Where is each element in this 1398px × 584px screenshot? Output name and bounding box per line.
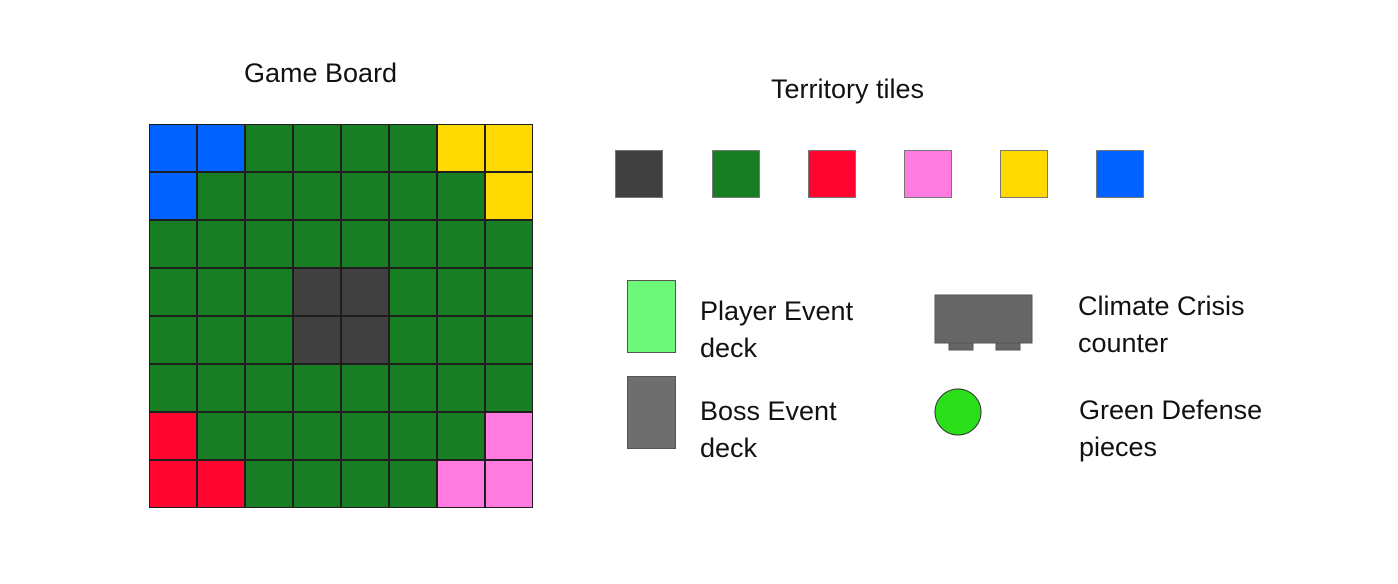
- board-cell-green: [245, 220, 293, 268]
- player-event-deck-label: Player Event deck: [700, 293, 853, 367]
- board-cell-blue: [197, 124, 245, 172]
- board-cell-green: [389, 172, 437, 220]
- board-cell-green: [437, 412, 485, 460]
- board-cell-green: [389, 316, 437, 364]
- defense-label-line2: pieces: [1079, 432, 1158, 462]
- board-cell-green: [485, 220, 533, 268]
- defense-label-line1: Green Defense: [1079, 395, 1263, 425]
- board-cell-green: [389, 124, 437, 172]
- board-cell-green: [293, 412, 341, 460]
- board-cell-green: [293, 124, 341, 172]
- board-cell-green: [293, 364, 341, 412]
- board-cell-green: [197, 220, 245, 268]
- board-cell-pink: [485, 412, 533, 460]
- board-cell-green: [197, 172, 245, 220]
- board-cell-green: [437, 172, 485, 220]
- board-cell-black: [341, 268, 389, 316]
- board-cell-blue: [149, 172, 197, 220]
- board-cell-green: [293, 172, 341, 220]
- territory-tile-yellow: [1000, 150, 1048, 198]
- board-cell-green: [389, 364, 437, 412]
- boss-event-label-line1: Boss Event: [700, 396, 837, 426]
- boss-event-deck-icon: [627, 376, 676, 449]
- board-cell-yellow: [485, 124, 533, 172]
- board-cell-green: [341, 124, 389, 172]
- board-cell-green: [437, 364, 485, 412]
- board-cell-green: [197, 412, 245, 460]
- climate-label-line1: Climate Crisis: [1078, 291, 1245, 321]
- board-cell-green: [293, 220, 341, 268]
- board-cell-green: [293, 460, 341, 508]
- board-cell-green: [437, 268, 485, 316]
- board-cell-green: [389, 460, 437, 508]
- board-cell-black: [293, 316, 341, 364]
- board-cell-green: [245, 124, 293, 172]
- board-cell-blue: [149, 124, 197, 172]
- board-cell-red: [149, 460, 197, 508]
- territory-tile-red: [808, 150, 856, 198]
- board-cell-green: [245, 268, 293, 316]
- player-event-deck-icon: [627, 280, 676, 353]
- board-cell-green: [341, 364, 389, 412]
- territory-tile-green: [712, 150, 760, 198]
- board-cell-green: [341, 460, 389, 508]
- board-cell-green: [341, 172, 389, 220]
- board-cell-green: [437, 316, 485, 364]
- board-cell-green: [149, 220, 197, 268]
- board-cell-green: [389, 220, 437, 268]
- board-cell-red: [197, 460, 245, 508]
- boss-event-deck-label: Boss Event deck: [700, 393, 837, 467]
- board-cell-green: [245, 172, 293, 220]
- board-cell-green: [341, 412, 389, 460]
- climate-label-line2: counter: [1078, 328, 1169, 358]
- board-cell-green: [149, 268, 197, 316]
- board-cell-pink: [485, 460, 533, 508]
- board-cell-pink: [437, 460, 485, 508]
- game-board: [149, 124, 533, 508]
- board-cell-green: [485, 316, 533, 364]
- board-cell-black: [341, 316, 389, 364]
- board-cell-green: [245, 316, 293, 364]
- game-board-title: Game Board: [244, 58, 398, 88]
- board-cell-green: [245, 460, 293, 508]
- board-cell-red: [149, 412, 197, 460]
- green-defense-piece-icon: [934, 388, 982, 436]
- board-cell-green: [389, 268, 437, 316]
- board-cell-green: [389, 412, 437, 460]
- board-cell-green: [197, 364, 245, 412]
- board-cell-green: [149, 364, 197, 412]
- board-cell-green: [245, 412, 293, 460]
- territory-tile-pink: [904, 150, 952, 198]
- board-cell-green: [485, 364, 533, 412]
- board-cell-green: [485, 268, 533, 316]
- board-cell-green: [341, 220, 389, 268]
- board-cell-green: [245, 364, 293, 412]
- territory-tile-black: [615, 150, 663, 198]
- climate-crisis-counter-label: Climate Crisis counter: [1078, 288, 1245, 362]
- board-cell-green: [197, 316, 245, 364]
- board-cell-green: [437, 220, 485, 268]
- territory-tiles-title: Territory tiles: [771, 74, 925, 104]
- green-defense-pieces-label: Green Defense pieces: [1079, 392, 1262, 466]
- player-event-label-line1: Player Event: [700, 296, 854, 326]
- climate-crisis-counter-icon: [934, 294, 1033, 351]
- board-cell-yellow: [485, 172, 533, 220]
- board-cell-yellow: [437, 124, 485, 172]
- board-cell-green: [149, 316, 197, 364]
- boss-event-label-line2: deck: [700, 433, 758, 463]
- board-cell-green: [197, 268, 245, 316]
- board-cell-black: [293, 268, 341, 316]
- player-event-label-line2: deck: [700, 333, 758, 363]
- territory-tile-blue: [1096, 150, 1144, 198]
